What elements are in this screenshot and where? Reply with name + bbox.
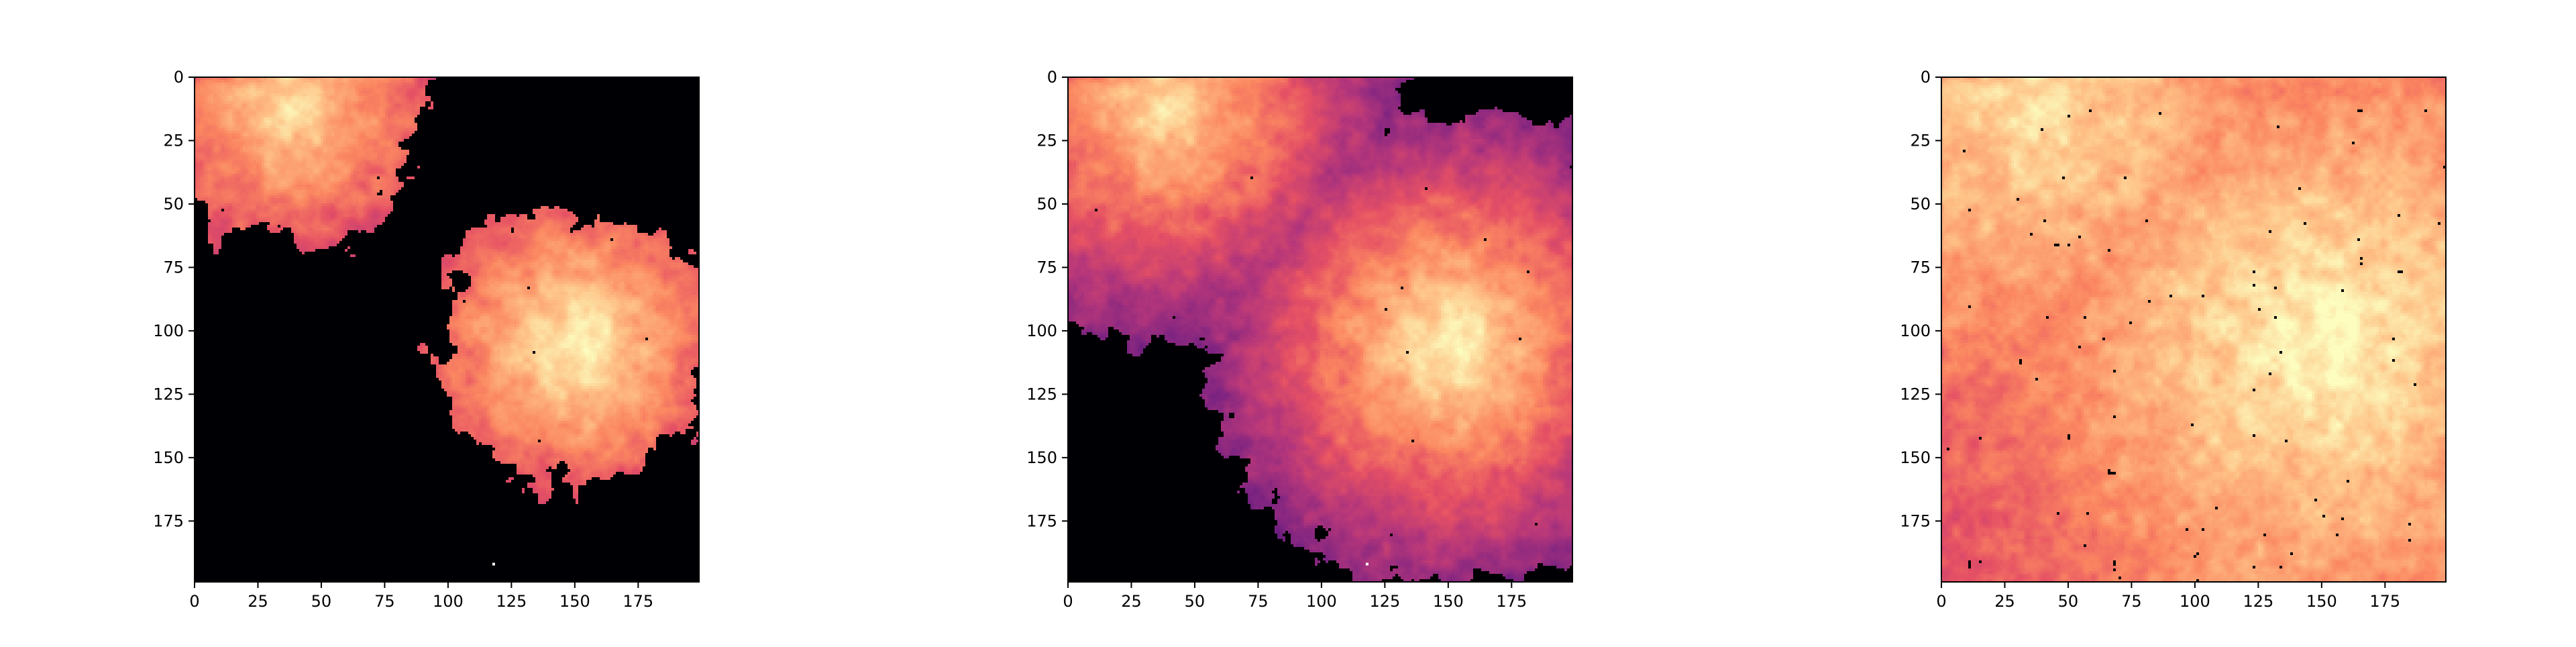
y-tick-label: 0 — [1921, 68, 1931, 87]
subplot-1: 0 25 50 75 100 125 150 175 0 25 50 75 100 125 150 175 — [153, 68, 700, 611]
x-tick-label: 150 — [559, 592, 590, 611]
y-tick-label: 150 — [153, 448, 184, 467]
axes-frame — [1067, 77, 1573, 583]
x-tick-label: 0 — [189, 592, 199, 611]
y-tick-label: 50 — [1910, 195, 1931, 213]
x-tick-label: 100 — [2180, 592, 2210, 611]
y-tick-label: 175 — [1026, 511, 1057, 530]
heatmap-image — [1068, 77, 1572, 582]
x-tick-label: 175 — [1496, 592, 1527, 611]
x-tick-label: 100 — [1306, 592, 1337, 611]
y-tick-label: 175 — [1900, 511, 1931, 530]
x-tick-label: 50 — [1185, 592, 1205, 611]
y-tick-label: 125 — [1026, 385, 1057, 403]
x-tick-label: 100 — [433, 592, 464, 611]
y-tick-label: 100 — [153, 321, 184, 340]
x-tick-label: 0 — [1063, 592, 1073, 611]
x-tick-label: 25 — [248, 592, 268, 611]
x-tick-label: 125 — [2243, 592, 2273, 611]
marker-point — [1365, 562, 1368, 566]
y-tick-label: 25 — [163, 131, 184, 150]
y-tick-label: 125 — [153, 385, 184, 403]
x-tick-label: 0 — [1936, 592, 1946, 611]
y-tick-label: 75 — [1036, 258, 1057, 277]
heatmap-image — [1941, 77, 2446, 582]
x-tick-label: 150 — [1433, 592, 1464, 611]
y-tick-label: 125 — [1900, 385, 1931, 403]
y-tick-label: 175 — [153, 511, 184, 530]
x-tick-label: 75 — [1248, 592, 1269, 611]
subplot-2: 0 25 50 75 100 125 150 175 0 25 50 75 100 125 150 175 — [1026, 68, 1573, 611]
x-tick-label: 125 — [496, 592, 527, 611]
x-tick-label: 175 — [623, 592, 653, 611]
heatmap-image — [195, 77, 699, 582]
x-tick-label: 50 — [2058, 592, 2079, 611]
y-tick-label: 50 — [163, 195, 184, 213]
y-tick-label: 25 — [1910, 131, 1931, 150]
x-tick-label: 75 — [2121, 592, 2142, 611]
y-tick-label: 150 — [1900, 448, 1931, 467]
x-tick-label: 25 — [1994, 592, 2015, 611]
y-tick-label: 75 — [163, 258, 184, 277]
y-tick-label: 100 — [1900, 321, 1931, 340]
x-tick-label: 125 — [1369, 592, 1400, 611]
y-tick-label: 25 — [1036, 131, 1057, 150]
x-tick-label: 75 — [374, 592, 395, 611]
y-tick-label: 150 — [1026, 448, 1057, 467]
y-tick-label: 100 — [1026, 321, 1057, 340]
y-tick-label: 50 — [1036, 195, 1057, 213]
x-tick-label: 25 — [1121, 592, 1142, 611]
axes-frame — [194, 77, 700, 583]
x-tick-label: 150 — [2306, 592, 2337, 611]
marker-point — [492, 562, 495, 566]
axes-frame — [1941, 77, 2447, 583]
y-tick-label: 0 — [1047, 68, 1057, 87]
y-tick-label: 75 — [1910, 258, 1931, 277]
subplot-3: 0 25 50 75 100 125 150 175 0 25 50 75 100 125 150 175 — [1900, 68, 2447, 611]
x-tick-label: 175 — [2369, 592, 2400, 611]
x-tick-label: 50 — [311, 592, 332, 611]
y-tick-label: 0 — [174, 68, 184, 87]
